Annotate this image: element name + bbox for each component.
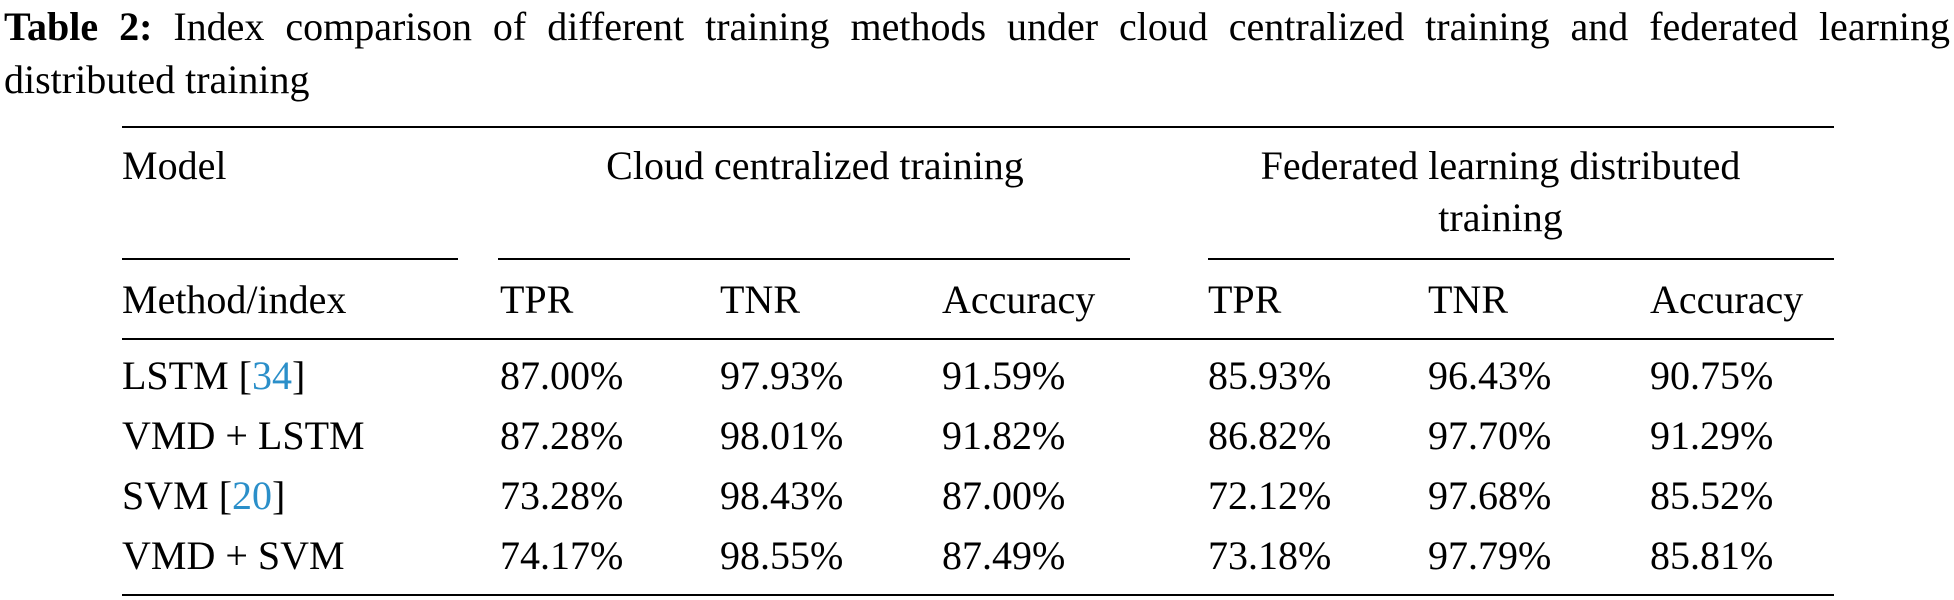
table-mid-rule — [122, 338, 1834, 340]
table-cell: 97.93% — [720, 353, 844, 398]
table-cell: 73.28% — [500, 473, 624, 518]
table-cell: 97.70% — [1428, 413, 1552, 458]
table-cell: 87.49% — [942, 533, 1066, 578]
subheader-fed-tnr: TNR — [1428, 277, 1508, 322]
header-federated-training-line2: training — [1438, 195, 1563, 240]
table-cell: 90.75% — [1650, 353, 1774, 398]
subheader-cloud-accuracy: Accuracy — [942, 277, 1096, 322]
rule-under-federated — [1208, 258, 1834, 260]
table-cell: 87.00% — [500, 353, 624, 398]
table-cell: 98.01% — [720, 413, 844, 458]
rule-under-model — [122, 258, 458, 260]
comparison-table: Model Cloud centralized training Federat… — [122, 126, 1834, 596]
table-bottom-rule — [122, 594, 1834, 596]
subheader-cloud-tnr: TNR — [720, 277, 800, 322]
table-cell: 85.52% — [1650, 473, 1774, 518]
table-caption-text: Index comparison of different training m… — [4, 4, 1950, 102]
table-cell: 72.12% — [1208, 473, 1332, 518]
table-cell: 87.00% — [942, 473, 1066, 518]
header-model: Model — [122, 143, 227, 188]
table-row-method: VMD + LSTM — [122, 413, 365, 458]
table-cell: 85.81% — [1650, 533, 1774, 578]
citation-link[interactable]: 34 — [252, 353, 292, 398]
table-caption: Table 2: Index comparison of different t… — [4, 0, 1950, 106]
header-cloud-training: Cloud centralized training — [606, 143, 1024, 188]
table-cell: 91.82% — [942, 413, 1066, 458]
table-cell: 87.28% — [500, 413, 624, 458]
subheader-method: Method/index — [122, 277, 347, 322]
table-row-method: LSTM [34] — [122, 353, 306, 398]
table-row-method: VMD + SVM — [122, 533, 345, 578]
table-cell: 74.17% — [500, 533, 624, 578]
subheader-fed-tpr: TPR — [1208, 277, 1282, 322]
subheader-fed-accuracy: Accuracy — [1650, 277, 1804, 322]
citation-link[interactable]: 20 — [232, 473, 273, 518]
table-caption-label: Table 2: — [4, 4, 153, 49]
table-top-rule — [122, 126, 1834, 128]
table-cell: 98.43% — [720, 473, 844, 518]
table-cell: 96.43% — [1428, 353, 1552, 398]
table-cell: 85.93% — [1208, 353, 1332, 398]
rule-under-cloud — [498, 258, 1130, 260]
table-row-method: SVM [20] — [122, 473, 286, 518]
table-cell: 91.29% — [1650, 413, 1774, 458]
table-cell: 98.55% — [720, 533, 844, 578]
table-cell: 91.59% — [942, 353, 1066, 398]
table-cell: 97.68% — [1428, 473, 1552, 518]
table-cell: 86.82% — [1208, 413, 1332, 458]
table-cell: 97.79% — [1428, 533, 1552, 578]
header-federated-training-line1: Federated learning distributed — [1260, 143, 1741, 188]
subheader-cloud-tpr: TPR — [500, 277, 574, 322]
table-cell: 73.18% — [1208, 533, 1332, 578]
